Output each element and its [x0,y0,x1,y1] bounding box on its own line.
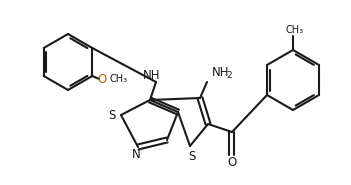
Text: 2: 2 [226,70,232,80]
Text: O: O [227,157,237,169]
Text: CH₃: CH₃ [109,74,127,84]
Text: S: S [188,149,196,162]
Text: S: S [108,108,116,122]
Text: O: O [98,73,107,85]
Text: N: N [132,149,140,162]
Text: NH: NH [143,68,161,82]
Text: NH: NH [212,65,230,78]
Text: CH₃: CH₃ [286,25,304,35]
